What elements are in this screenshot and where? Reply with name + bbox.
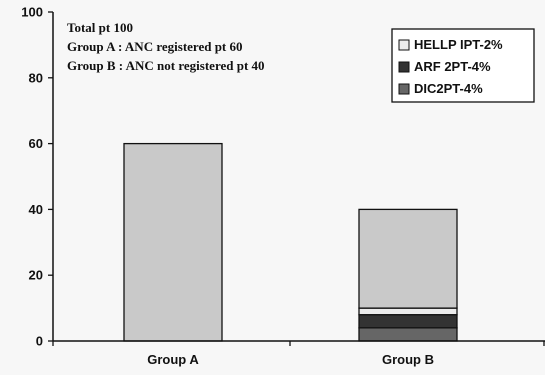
category-label-1: Group B bbox=[382, 352, 434, 367]
bar-group-b-dic bbox=[358, 327, 458, 342]
bar-group-b-hellp bbox=[358, 307, 458, 316]
y-tick-label-40: 40 bbox=[29, 202, 43, 217]
annotation-line-2: Group B : ANC not registered pt 40 bbox=[67, 58, 265, 73]
axes-group: 0 20 40 60 80 100 Group A Group B bbox=[21, 5, 545, 367]
bar-group-a-rest bbox=[123, 142, 223, 342]
y-tick-label-0: 0 bbox=[36, 334, 43, 349]
legend-label-1: ARF 2PT-4% bbox=[414, 59, 491, 74]
annotation-line-0: Total pt 100 bbox=[67, 20, 133, 35]
y-tick-label-60: 60 bbox=[29, 136, 43, 151]
annotations-group: Total pt 100 Group A : ANC registered pt … bbox=[67, 20, 265, 73]
y-tick-label-80: 80 bbox=[29, 70, 43, 85]
legend-swatch-2 bbox=[398, 83, 410, 95]
legend-label-0: HELLP IPT-2% bbox=[414, 37, 503, 52]
category-label-0: Group A bbox=[147, 352, 199, 367]
y-tick-label-100: 100 bbox=[21, 5, 43, 20]
y-tick-label-20: 20 bbox=[29, 268, 43, 283]
legend-swatch-0 bbox=[398, 39, 410, 51]
legend: HELLP IPT-2% ARF 2PT-4% DIC2PT-4% bbox=[391, 28, 535, 103]
legend-label-2: DIC2PT-4% bbox=[414, 81, 483, 96]
bars-group bbox=[123, 142, 458, 342]
legend-swatch-1 bbox=[398, 61, 410, 73]
bar-group-b-rest bbox=[358, 208, 458, 309]
bar-group-b-arf bbox=[358, 314, 458, 329]
annotation-line-1: Group A : ANC registered pt 60 bbox=[67, 39, 243, 54]
legend-box bbox=[391, 28, 535, 103]
